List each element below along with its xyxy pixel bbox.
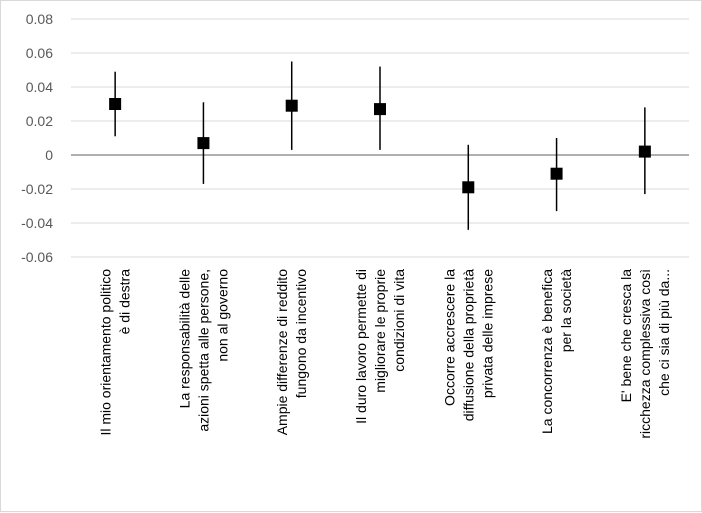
category-label-6: E' bene che cresca la ricchezza complessi… — [618, 269, 672, 439]
category-label-line: non al governo — [214, 269, 230, 362]
category-label-line: Il mio orientamento politico — [98, 269, 114, 436]
y-tick-label-3: 0.02 — [26, 113, 53, 129]
y-tick-label-5: -0.02 — [21, 181, 53, 197]
category-label-line: per la società — [558, 269, 574, 352]
y-tick-label-7: -0.06 — [21, 249, 53, 265]
category-label-line: Ampie differenze di reddito — [274, 269, 290, 435]
category-label-3: Il duro lavoro permette di migliorare le … — [353, 269, 407, 424]
category-label-line: Occorre accrescere la — [441, 269, 457, 406]
category-label-line: che ci sia di più da... — [656, 269, 672, 396]
category-label-line: E' bene che cresca la — [618, 269, 634, 403]
category-label-line: La concorrenza è benefica — [539, 269, 555, 434]
category-label-1: La responsabilità delle azioni spetta all… — [176, 269, 230, 432]
y-tick-label-4: 0 — [45, 147, 53, 163]
y-tick-label-6: -0.04 — [21, 215, 53, 231]
category-label-4: Occorre accrescere la diffusione della pr… — [441, 269, 495, 422]
category-label-line: privata delle imprese — [479, 269, 495, 398]
category-label-2: Ampie differenze di reddito fungono da in… — [274, 269, 309, 436]
data-point-3 — [374, 103, 386, 116]
data-point-6 — [638, 145, 651, 158]
category-label-line: migliorare le proprie — [372, 269, 388, 393]
category-label-line: diffusione della proprietà — [460, 269, 476, 422]
data-point-0 — [109, 98, 122, 110]
category-label-line: fungono da incentivo — [293, 269, 309, 398]
data-point-1 — [197, 137, 210, 150]
y-tick-label-2: 0.04 — [26, 79, 53, 95]
y-tick-label-0: 0.08 — [26, 11, 53, 27]
category-label-line: condizioni di vita — [391, 269, 407, 372]
category-label-0: Il mio orientamento politico è di destra — [98, 269, 133, 436]
category-label-5: La concorrenza è benefica per la società — [539, 269, 574, 434]
category-label-line: La responsabilità delle — [176, 269, 192, 409]
category-label-line: azioni spetta alle persone, — [195, 269, 211, 432]
category-label-line: è di destra — [117, 269, 133, 335]
data-point-4 — [462, 181, 475, 194]
data-point-5 — [550, 167, 563, 180]
category-label-line: ricchezza complessiva così — [637, 269, 653, 439]
data-point-2 — [285, 99, 298, 112]
category-label-line: Il duro lavoro permette di — [353, 269, 369, 424]
y-tick-label-1: 0.06 — [26, 45, 53, 61]
